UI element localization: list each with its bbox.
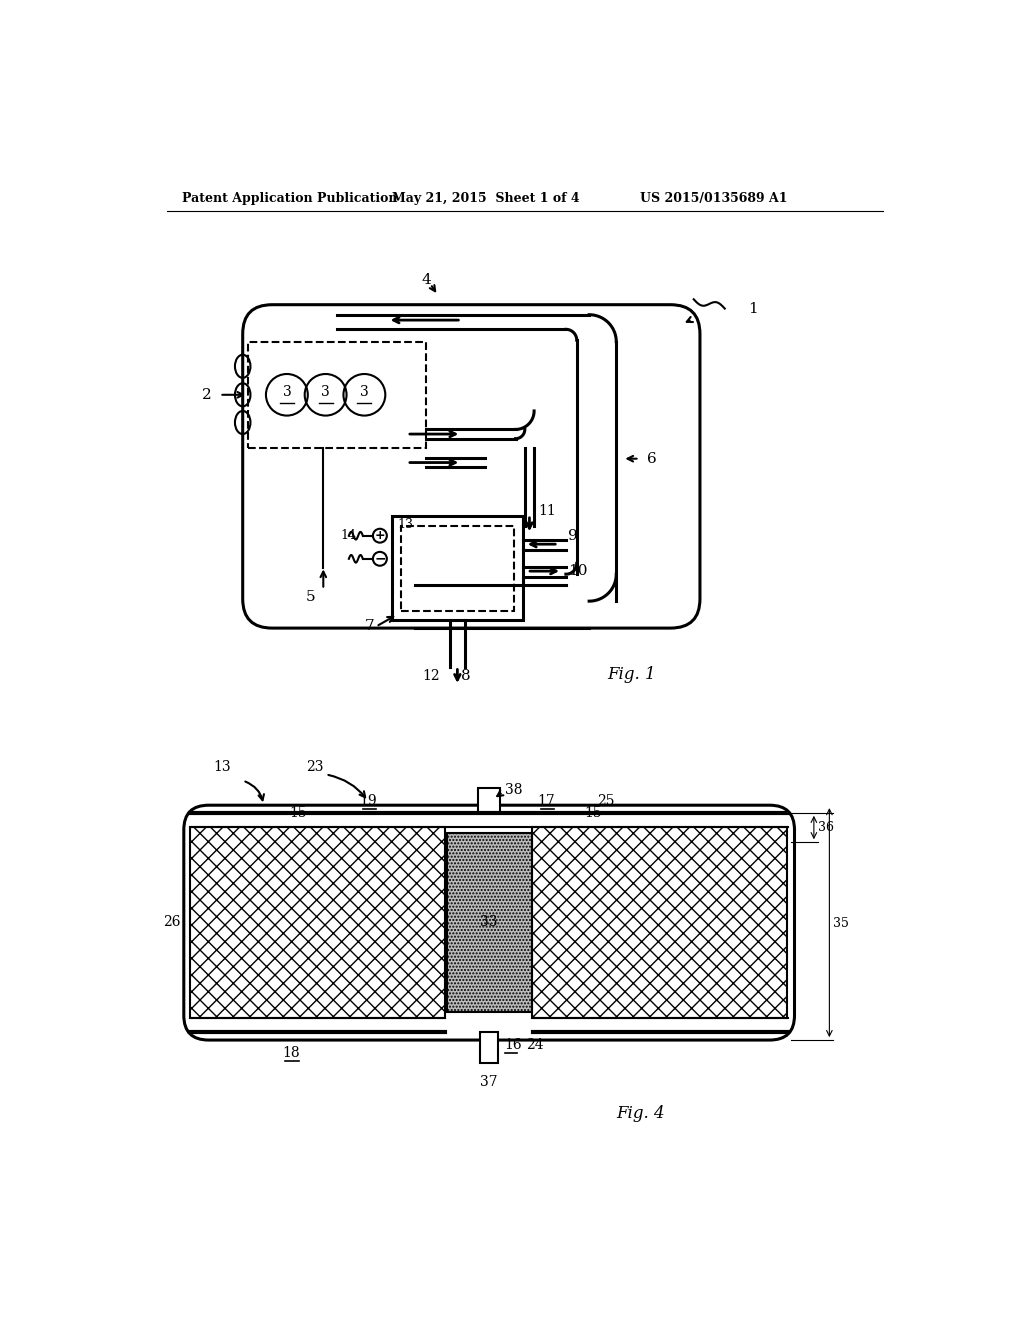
Text: 7: 7	[365, 619, 375, 632]
Text: 3: 3	[360, 385, 369, 400]
Text: 13: 13	[213, 760, 230, 774]
Text: 16: 16	[505, 1039, 522, 1052]
Text: May 21, 2015  Sheet 1 of 4: May 21, 2015 Sheet 1 of 4	[391, 191, 580, 205]
Text: 38: 38	[505, 783, 522, 797]
Text: 25: 25	[597, 795, 614, 808]
Text: 5: 5	[306, 590, 315, 605]
Text: 14: 14	[341, 529, 356, 543]
FancyBboxPatch shape	[243, 305, 700, 628]
Text: 24: 24	[526, 1039, 544, 1052]
Text: 23: 23	[306, 760, 324, 774]
Text: 15: 15	[584, 807, 602, 820]
Text: 26: 26	[163, 915, 180, 929]
FancyBboxPatch shape	[478, 788, 500, 813]
Text: Patent Application Publication: Patent Application Publication	[182, 191, 397, 205]
FancyBboxPatch shape	[248, 342, 426, 447]
Text: 1: 1	[748, 301, 758, 315]
FancyBboxPatch shape	[446, 833, 531, 1012]
Text: 33: 33	[480, 915, 498, 929]
FancyBboxPatch shape	[391, 516, 523, 620]
Text: Fig. 1: Fig. 1	[607, 665, 655, 682]
Text: 36: 36	[818, 821, 834, 834]
Text: 8: 8	[461, 669, 471, 682]
FancyBboxPatch shape	[480, 1032, 499, 1063]
Text: 18: 18	[282, 1047, 300, 1060]
Text: 10: 10	[568, 564, 588, 578]
Text: 37: 37	[480, 1074, 498, 1089]
Text: 12: 12	[423, 669, 440, 682]
Text: 17: 17	[538, 795, 555, 808]
Text: 11: 11	[539, 504, 556, 517]
Text: 9: 9	[568, 529, 578, 543]
Text: 6: 6	[647, 451, 657, 466]
Text: 3: 3	[283, 385, 291, 400]
Text: Fig. 4: Fig. 4	[616, 1105, 665, 1122]
Text: +: +	[375, 529, 385, 543]
Text: 3: 3	[322, 385, 330, 400]
Text: 4: 4	[422, 273, 431, 286]
FancyBboxPatch shape	[183, 805, 795, 1040]
Text: 35: 35	[834, 916, 849, 929]
Text: 2: 2	[202, 388, 212, 401]
Text: 19: 19	[359, 795, 377, 808]
Text: −: −	[374, 552, 386, 566]
Text: 13: 13	[397, 517, 414, 531]
Text: 15: 15	[290, 807, 307, 820]
Text: US 2015/0135689 A1: US 2015/0135689 A1	[640, 191, 787, 205]
